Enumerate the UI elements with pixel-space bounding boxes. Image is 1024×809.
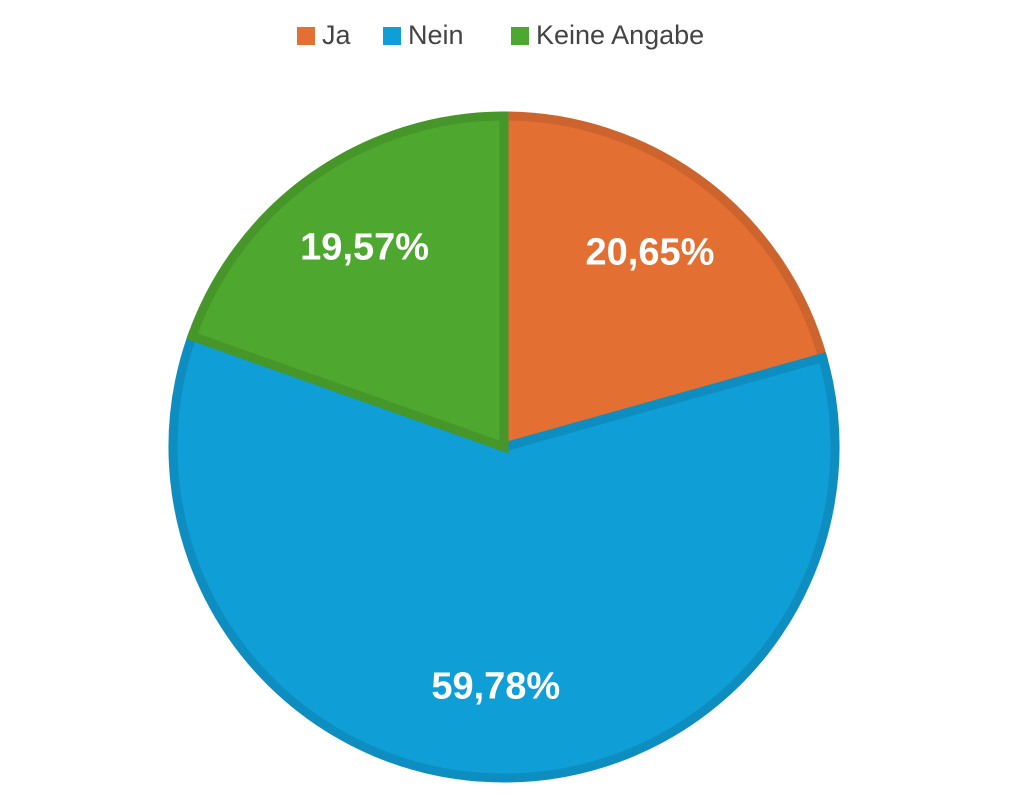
legend-label: Nein xyxy=(408,20,464,50)
legend-swatch xyxy=(297,27,315,45)
pie-slice xyxy=(168,330,840,783)
legend-label: Ja xyxy=(322,20,352,50)
data-label: 20,65% xyxy=(586,231,715,273)
pie-slice xyxy=(499,111,829,453)
legend-swatch xyxy=(383,27,401,45)
data-label: 19,57% xyxy=(300,227,429,269)
data-label: 59,78% xyxy=(431,666,560,708)
pie-slice xyxy=(186,111,509,454)
legend-label: Keine Angabe xyxy=(536,20,704,50)
legend-swatch xyxy=(511,27,529,45)
